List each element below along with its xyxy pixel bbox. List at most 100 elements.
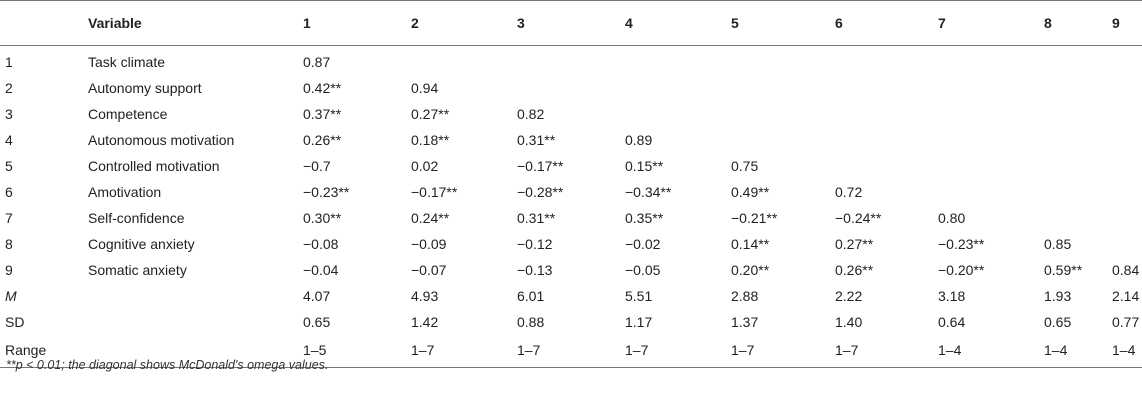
table-cell: −0.08 xyxy=(303,236,339,252)
table-row: SD 0.65 1.42 0.88 1.17 1.37 1.40 0.64 0.65 0.77 xyxy=(0,309,1142,335)
table-cell: 1–7 xyxy=(731,335,835,368)
table-cell xyxy=(938,75,1044,101)
table-cell: 0.82 xyxy=(517,106,545,122)
row-variable-label: Competence xyxy=(88,106,168,122)
row-variable-label: Amotivation xyxy=(88,184,162,200)
table-cell: 0.65 xyxy=(303,314,331,330)
table-cell xyxy=(1112,127,1142,153)
table-cell: 0.88 xyxy=(517,314,545,330)
table-cell: 1.37 xyxy=(731,314,759,330)
table-cell xyxy=(835,153,938,179)
table-cell xyxy=(835,75,938,101)
table-cell xyxy=(1044,75,1112,101)
row-variable-label: Task climate xyxy=(88,54,166,70)
table-row: 4 Autonomous motivation 0.26** 0.18** 0.31**… xyxy=(0,127,1142,153)
table-cell: 1–4 xyxy=(938,335,1044,368)
table-cell xyxy=(517,75,625,101)
table-cell: 0.35** xyxy=(625,210,664,226)
table-cell: 1–7 xyxy=(835,335,938,368)
table-cell: 0.49** xyxy=(731,184,770,200)
table-cell: 1–5 xyxy=(303,335,411,368)
row-variable-label: Somatic anxiety xyxy=(88,262,187,278)
table-cell: −0.05 xyxy=(625,262,661,278)
table-row: 2 Autonomy support 0.42** 0.94 xyxy=(0,75,1142,101)
table-cell xyxy=(1112,153,1142,179)
row-variable-label: Cognitive anxiety xyxy=(88,236,195,252)
table-cell: 0.27** xyxy=(835,236,874,252)
table-cell xyxy=(1044,205,1112,231)
table-cell: 2.88 xyxy=(731,288,759,304)
table-cell xyxy=(411,46,517,76)
row-index: M xyxy=(5,288,17,304)
table-cell xyxy=(1044,46,1112,76)
table-cell xyxy=(1044,127,1112,153)
table-row: M 4.07 4.93 6.01 5.51 2.88 2.22 3.18 1.93 2.14 xyxy=(0,283,1142,309)
header-col-9: 9 xyxy=(1112,0,1142,46)
table-cell: −0.34** xyxy=(625,184,672,200)
table-cell: −0.28** xyxy=(517,184,564,200)
table-row: 9 Somatic anxiety −0.04 −0.07 −0.13 −0.05 0.20… xyxy=(0,257,1142,283)
header-index xyxy=(0,0,88,46)
table-cell: 1.93 xyxy=(1044,288,1072,304)
table-cell: 0.26** xyxy=(835,262,874,278)
table-body: 1 Task climate 0.87 2 Autonomy support 0.42**… xyxy=(0,46,1142,368)
table-cell: 0.37** xyxy=(303,106,342,122)
table-cell xyxy=(1112,75,1142,101)
table-cell: −0.24** xyxy=(835,210,882,226)
table-cell xyxy=(835,101,938,127)
table-cell: 0.87 xyxy=(303,54,331,70)
table-cell: −0.04 xyxy=(303,262,339,278)
table-cell: 0.72 xyxy=(835,184,863,200)
table-cell: −0.09 xyxy=(411,236,447,252)
table-cell: 1.40 xyxy=(835,314,863,330)
table-cell xyxy=(625,46,731,76)
table-cell: 4.07 xyxy=(303,288,331,304)
table-row: 3 Competence 0.37** 0.27** 0.82 xyxy=(0,101,1142,127)
row-index: 9 xyxy=(5,262,13,278)
table-cell: −0.07 xyxy=(411,262,447,278)
table-cell xyxy=(938,179,1044,205)
table-cell: 0.02 xyxy=(411,158,439,174)
table-cell xyxy=(835,46,938,76)
table-cell xyxy=(731,75,835,101)
table-cell: 0.59** xyxy=(1044,262,1083,278)
table-cell: 0.94 xyxy=(411,80,439,96)
table-cell: 1.17 xyxy=(625,314,653,330)
table-cell xyxy=(625,101,731,127)
header-col-5: 5 xyxy=(731,0,835,46)
table-row: 6 Amotivation −0.23** −0.17** −0.28** −0.34**… xyxy=(0,179,1142,205)
row-variable-label: Autonomous motivation xyxy=(88,132,235,148)
table-row: 1 Task climate 0.87 xyxy=(0,46,1142,76)
row-variable-label: Controlled motivation xyxy=(88,158,220,174)
table-cell: 0.30** xyxy=(303,210,342,226)
table-cell xyxy=(731,46,835,76)
table-cell xyxy=(835,127,938,153)
table-cell: 1–7 xyxy=(517,335,625,368)
table-cell: 1.42 xyxy=(411,314,439,330)
row-index: 8 xyxy=(5,236,13,252)
table-cell: 2.14 xyxy=(1112,288,1140,304)
header-col-8: 8 xyxy=(1044,0,1112,46)
table-cell: 0.80 xyxy=(938,210,966,226)
table-cell: −0.20** xyxy=(938,262,985,278)
table-cell: 0.24** xyxy=(411,210,450,226)
row-variable-label xyxy=(88,309,303,335)
row-index: 4 xyxy=(5,132,13,148)
table-cell xyxy=(517,46,625,76)
table-cell: 0.75 xyxy=(731,158,759,174)
table-footnote: **p < 0.01; the diagonal shows McDonald'… xyxy=(6,358,329,372)
table-cell: 0.31** xyxy=(517,132,556,148)
table-cell: −0.7 xyxy=(303,158,331,174)
table-row: 8 Cognitive anxiety −0.08 −0.09 −0.12 −0.02 0.… xyxy=(0,231,1142,257)
table-cell xyxy=(731,127,835,153)
table-cell xyxy=(938,127,1044,153)
table-cell xyxy=(1044,101,1112,127)
table-cell: 6.01 xyxy=(517,288,545,304)
table-cell xyxy=(1044,179,1112,205)
table-cell xyxy=(938,46,1044,76)
row-index: 2 xyxy=(5,80,13,96)
header-col-4: 4 xyxy=(625,0,731,46)
header-col-6: 6 xyxy=(835,0,938,46)
row-variable-label xyxy=(88,283,303,309)
table-cell: 0.77 xyxy=(1112,314,1140,330)
